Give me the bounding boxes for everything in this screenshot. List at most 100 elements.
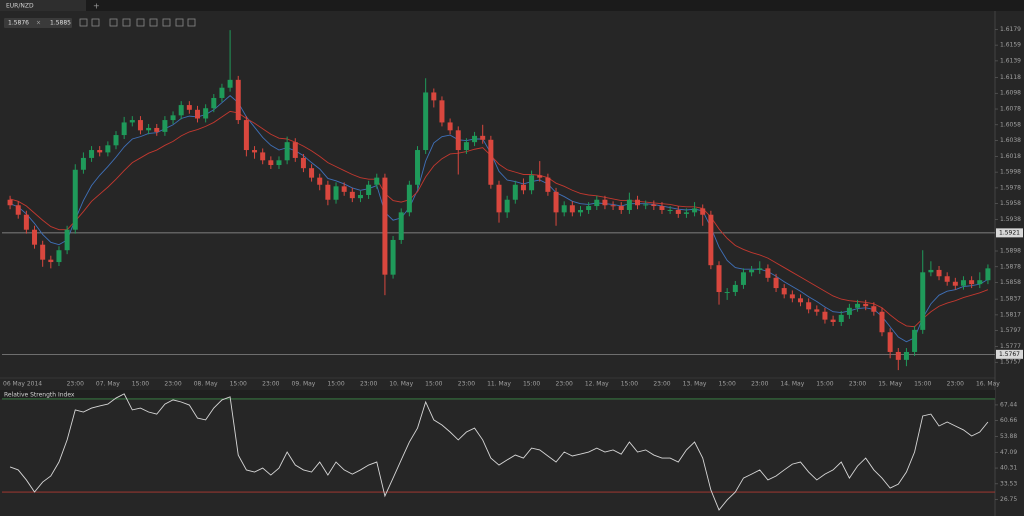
rsi-title: Relative Strength Index bbox=[4, 392, 75, 399]
y-tick-label: 1.6018 bbox=[1000, 153, 1021, 160]
y-tick-label: 1.5858 bbox=[1000, 279, 1021, 286]
candle-body bbox=[708, 214, 714, 266]
candle-body bbox=[789, 294, 795, 299]
x-tick-label: 15:00 bbox=[719, 381, 736, 388]
candle-body bbox=[390, 239, 396, 275]
candle-body bbox=[822, 311, 828, 320]
y-tick-label: 26.75 bbox=[1000, 496, 1017, 503]
candle-body bbox=[903, 351, 909, 360]
candle-body bbox=[341, 186, 347, 192]
y-tick-label: 1.6038 bbox=[1000, 137, 1021, 144]
x-tick-label: 15:00 bbox=[327, 381, 344, 388]
candle-body bbox=[48, 259, 54, 263]
candle-body bbox=[162, 120, 168, 132]
candle-body bbox=[105, 145, 111, 153]
candle-body bbox=[716, 265, 722, 293]
template-button[interactable] bbox=[162, 18, 171, 27]
add-tab[interactable]: + bbox=[93, 2, 100, 11]
candle-body bbox=[700, 208, 706, 215]
candle-body bbox=[219, 87, 225, 98]
candle-body bbox=[235, 79, 241, 121]
ask-price[interactable]: 1.5885 bbox=[50, 20, 71, 27]
settings-button[interactable] bbox=[175, 18, 184, 27]
y-tick-label: 1.5998 bbox=[1000, 169, 1021, 176]
y-tick-label: 1.5797 bbox=[1000, 327, 1021, 334]
y-tick-label: 1.5817 bbox=[1000, 311, 1021, 318]
candle-body bbox=[32, 229, 38, 245]
x-tick-label: 15:00 bbox=[914, 381, 931, 388]
candle-body bbox=[855, 303, 861, 308]
candle-body bbox=[887, 332, 893, 352]
candle-body bbox=[610, 205, 616, 207]
candle-body bbox=[520, 184, 526, 191]
y-tick-label: 40.31 bbox=[1000, 465, 1017, 472]
candle-body bbox=[317, 177, 323, 185]
moving-average-line bbox=[9, 110, 989, 328]
candle-body bbox=[252, 150, 258, 153]
tab-bar bbox=[0, 0, 1024, 11]
candle-body bbox=[137, 120, 143, 131]
x-tick-label: 15:00 bbox=[425, 381, 442, 388]
candle-body bbox=[537, 175, 543, 178]
candle-body bbox=[740, 272, 746, 285]
candle-body bbox=[325, 184, 331, 200]
candle-body bbox=[472, 135, 478, 143]
y-tick-label: 47.09 bbox=[1000, 449, 1017, 456]
candle-body bbox=[423, 92, 429, 151]
candle-body bbox=[659, 206, 665, 210]
candle-body bbox=[561, 205, 567, 213]
candle-body bbox=[186, 105, 192, 110]
tab[interactable] bbox=[0, 0, 86, 11]
x-tick-label: 07. May bbox=[96, 381, 120, 388]
zoom-out-button[interactable] bbox=[91, 18, 100, 27]
x-tick-label: 15:00 bbox=[621, 381, 638, 388]
candle-body bbox=[952, 281, 958, 286]
y-tick-label: 1.5938 bbox=[1000, 216, 1021, 223]
objects-button[interactable] bbox=[149, 18, 158, 27]
candle-body bbox=[382, 177, 388, 275]
candle-body bbox=[830, 319, 836, 322]
draw-button[interactable] bbox=[187, 18, 196, 27]
y-tick-label: 1.5757 bbox=[1000, 359, 1021, 366]
y-tick-label: 1.6159 bbox=[1000, 42, 1021, 49]
x-tick-label: 16. May bbox=[976, 381, 1000, 388]
candle-body bbox=[936, 269, 942, 277]
candle-body bbox=[749, 269, 755, 273]
candle-body bbox=[366, 184, 372, 195]
candle-body bbox=[309, 168, 315, 178]
price-line-label: 1.5921 bbox=[999, 229, 1020, 236]
x-tick-label: 15. May bbox=[878, 381, 902, 388]
candle-body bbox=[121, 122, 127, 136]
y-tick-label: 1.5978 bbox=[1000, 184, 1021, 191]
candle-body bbox=[170, 115, 176, 121]
candle-body bbox=[798, 298, 804, 303]
candle-body bbox=[243, 120, 249, 151]
candle-body bbox=[439, 100, 445, 123]
indicators-button[interactable] bbox=[136, 18, 145, 27]
y-tick-label: 67.44 bbox=[1000, 401, 1017, 408]
candle-body bbox=[569, 205, 575, 213]
candle-body bbox=[838, 314, 844, 322]
candle-body bbox=[284, 142, 290, 161]
x-tick-label: 11. May bbox=[487, 381, 511, 388]
candle-body bbox=[178, 105, 184, 116]
bid-price[interactable]: 1.5876 bbox=[8, 20, 29, 27]
candle-body bbox=[512, 184, 518, 200]
x-tick-label: 15:00 bbox=[816, 381, 833, 388]
candle-body bbox=[594, 199, 600, 207]
price-line-label-box bbox=[996, 349, 1023, 359]
candle-body bbox=[626, 199, 632, 210]
chart-type-button[interactable] bbox=[122, 18, 131, 27]
candle-body bbox=[863, 303, 869, 307]
zoom-in-button[interactable] bbox=[79, 18, 88, 27]
x-tick-label: 15:00 bbox=[132, 381, 149, 388]
candle-body bbox=[635, 199, 641, 206]
cursor-button[interactable] bbox=[109, 18, 118, 27]
y-tick-label: 1.5958 bbox=[1000, 200, 1021, 207]
candle-body bbox=[431, 92, 437, 101]
tab-title[interactable]: EUR/NZD bbox=[6, 3, 34, 10]
candle-body bbox=[333, 186, 339, 200]
y-tick-label: 1.6078 bbox=[1000, 106, 1021, 113]
